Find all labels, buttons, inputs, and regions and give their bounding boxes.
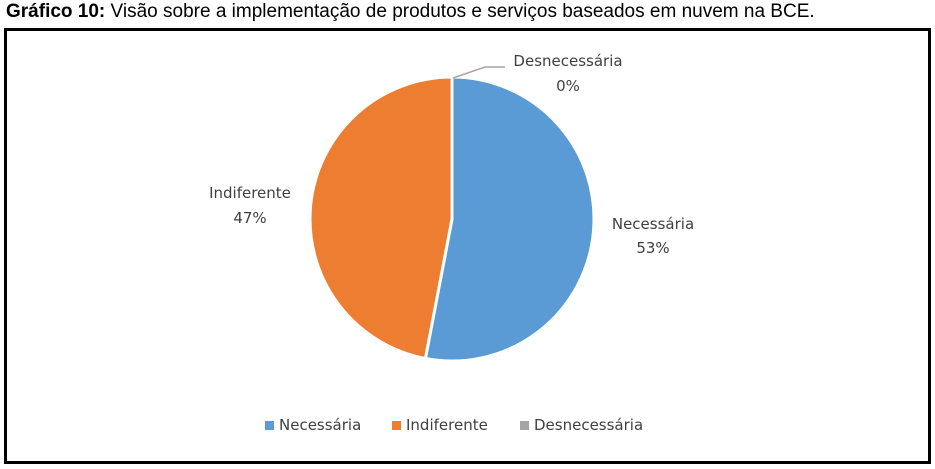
legend-label-2: Indiferente bbox=[406, 416, 488, 434]
data-label-name-2: Indiferente bbox=[209, 184, 291, 202]
data-label-value-3: 0% bbox=[556, 77, 580, 95]
data-label-name-1: Necessária bbox=[612, 215, 694, 233]
legend-swatch-1 bbox=[265, 421, 274, 430]
caption-text: Visão sobre a implementação de produtos … bbox=[105, 1, 815, 22]
legend-label-1: Necessária bbox=[279, 416, 361, 434]
pie-slice-1 bbox=[423, 75, 596, 363]
pie-slice-2 bbox=[308, 75, 454, 361]
legend-swatch-2 bbox=[392, 421, 401, 430]
chart-caption: Gráfico 10: Visão sobre a implementação … bbox=[6, 0, 931, 24]
data-label-value-1: 53% bbox=[636, 239, 669, 257]
leader-line bbox=[452, 66, 505, 79]
data-label-name-3: Desnecessária bbox=[513, 52, 622, 70]
legend-swatch-3 bbox=[520, 421, 529, 430]
data-label-value-2: 47% bbox=[233, 209, 266, 227]
caption-prefix: Gráfico 10: bbox=[6, 1, 106, 22]
legend-label-3: Desnecessária bbox=[534, 416, 643, 434]
